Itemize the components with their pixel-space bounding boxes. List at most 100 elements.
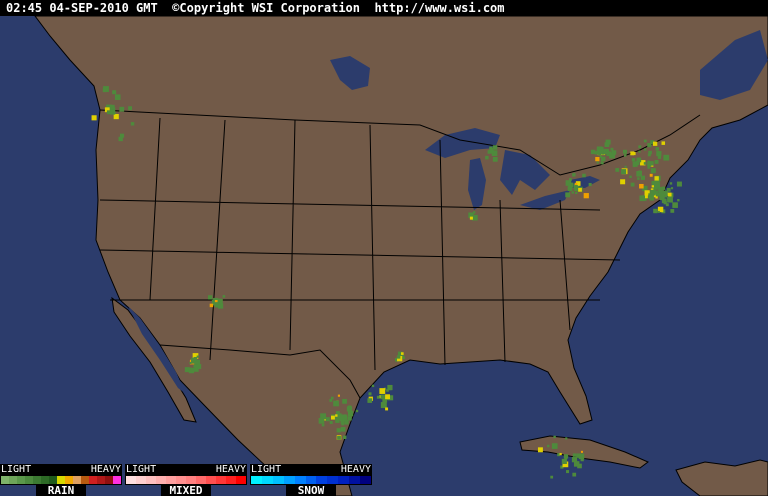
radar-echo (341, 422, 345, 426)
radar-echo (380, 402, 387, 409)
radar-echo (650, 140, 655, 145)
legend-color-swatch (33, 476, 41, 484)
radar-echo (639, 183, 644, 189)
radar-echo (492, 145, 498, 150)
radar-echo (649, 161, 654, 166)
radar-echo (347, 416, 352, 421)
radar-echo (620, 179, 626, 185)
radar-echo (574, 182, 578, 186)
radar-echo (192, 353, 199, 359)
radar-echo (337, 412, 340, 415)
us-mexico-border (159, 344, 361, 399)
radar-echo (663, 154, 670, 161)
radar-echo (340, 420, 345, 424)
legend-color-swatch (97, 476, 105, 484)
radar-echo (677, 199, 680, 202)
gulf-of-california (128, 306, 186, 394)
rain-color-scale (0, 475, 122, 485)
radar-echo (336, 413, 342, 419)
radar-echo (471, 214, 478, 221)
radar-echo (106, 110, 111, 115)
radar-echo (550, 475, 554, 479)
radar-echo (335, 418, 340, 423)
radar-echo (653, 208, 658, 214)
radar-echo (344, 420, 349, 425)
radar-echo (222, 295, 226, 298)
radar-echo (118, 136, 123, 142)
legend-color-swatch (327, 476, 339, 484)
radar-echo (329, 420, 333, 424)
radar-echo (631, 158, 636, 162)
legend-color-swatch (186, 476, 196, 484)
radar-echo (644, 190, 650, 196)
radar-echo (130, 122, 135, 126)
radar-echo (469, 216, 473, 220)
legend-color-swatch (25, 476, 33, 484)
radar-echo (109, 104, 115, 110)
lake-michigan (468, 158, 486, 210)
radar-echo (537, 447, 543, 453)
radar-echo (209, 303, 214, 308)
radar-echo (647, 143, 652, 148)
radar-echo (337, 394, 340, 397)
radar-echo (119, 133, 125, 138)
legend-color-swatch (226, 476, 236, 484)
legend-color-swatch (89, 476, 97, 484)
radar-echo (637, 177, 640, 180)
radar-echo (596, 161, 599, 164)
radar-echo (394, 357, 399, 362)
radar-echo (663, 193, 668, 198)
radar-echo (188, 367, 195, 374)
radar-echo (578, 187, 582, 192)
radar-echo (657, 210, 660, 213)
radar-echo (91, 115, 97, 121)
radar-echo (621, 169, 627, 175)
legend-color-swatch (261, 476, 273, 484)
radar-echo (385, 407, 389, 411)
radar-echo (655, 192, 660, 197)
legend-color-swatch (156, 476, 166, 484)
radar-echo (662, 196, 665, 199)
radar-echo (386, 389, 389, 392)
radar-echo (104, 107, 110, 113)
radar-echo (666, 187, 671, 192)
radar-echo (648, 193, 654, 199)
radar-echo (196, 355, 199, 358)
radar-map (0, 16, 768, 496)
radar-echo (491, 150, 498, 156)
radar-echo (663, 201, 667, 205)
radar-echo (561, 458, 567, 464)
radar-echo (567, 186, 573, 192)
legend-color-swatch (49, 476, 57, 484)
borders (99, 109, 701, 399)
radar-echo (573, 461, 580, 467)
radar-echo (644, 194, 648, 199)
radar-echo (388, 395, 394, 401)
radar-echo (583, 193, 589, 199)
radar-echo (547, 444, 550, 448)
radar-echo (623, 149, 627, 154)
radar-echo (342, 398, 347, 404)
legend-color-swatch (251, 476, 262, 484)
legend-color-swatch (113, 476, 121, 484)
radar-echo (594, 151, 599, 155)
radar-echo (110, 109, 116, 115)
radar-echo (655, 196, 658, 199)
radar-echo (657, 155, 662, 159)
radar-echo (368, 392, 372, 396)
radar-echo (189, 361, 192, 364)
radar-echo (557, 453, 561, 457)
radar-echo (572, 472, 577, 477)
radar-echo (191, 357, 197, 364)
radar-echo (396, 355, 401, 359)
radar-echo (128, 106, 133, 111)
radar-echo (655, 147, 659, 151)
radar-echo (214, 300, 218, 303)
radar-echo (669, 182, 673, 185)
radar-echo (670, 209, 675, 213)
legend-color-swatch (338, 476, 350, 484)
radar-echo (670, 187, 674, 190)
legend-color-swatch (9, 476, 17, 484)
legend-color-swatch (65, 476, 73, 484)
radar-echo (355, 409, 359, 413)
